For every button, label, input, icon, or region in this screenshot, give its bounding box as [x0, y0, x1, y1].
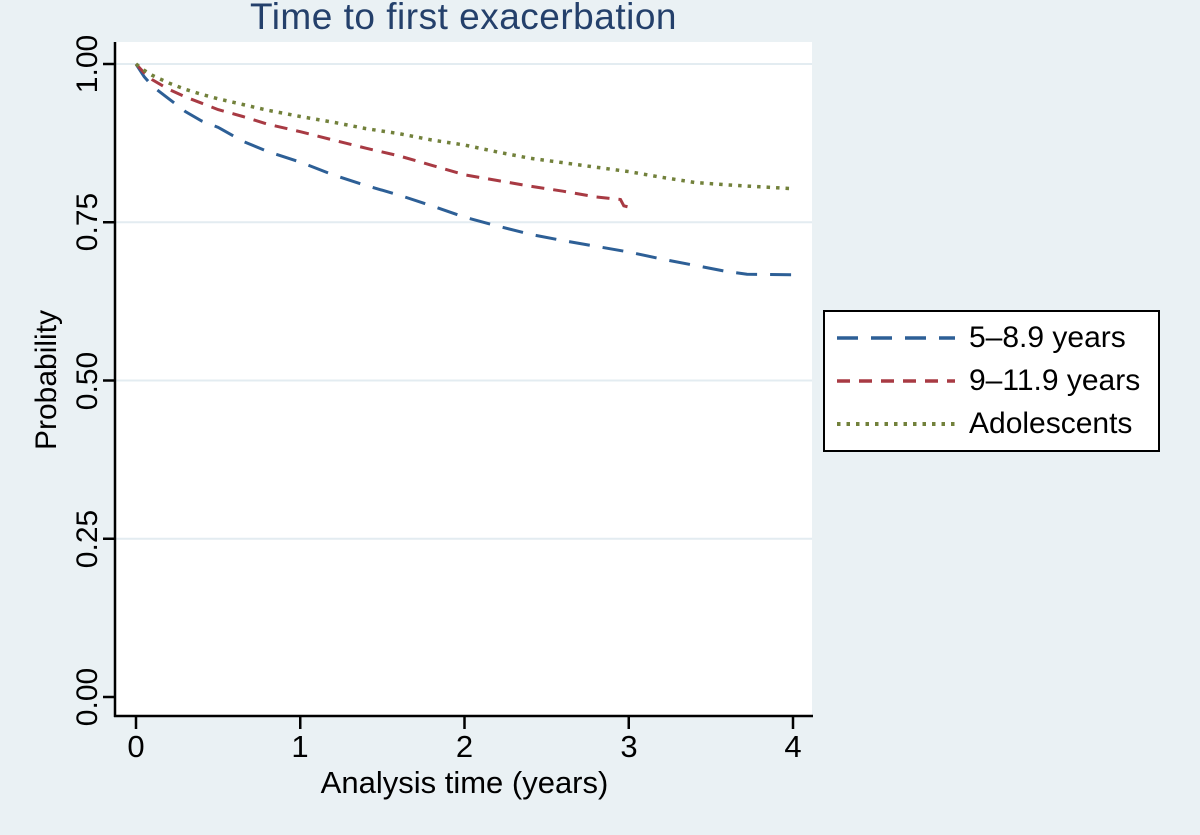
y-tick-label-0.50: 0.50: [71, 351, 104, 411]
legend-label: Adolescents: [969, 407, 1133, 440]
x-tick-label-2: 2: [455, 729, 474, 764]
x-axis-title: Analysis time (years): [320, 765, 609, 800]
legend-row-adolescents: Adolescents: [825, 407, 1158, 441]
survival-curve-2: [134, 62, 630, 209]
x-tick-label-4: 4: [784, 729, 802, 764]
legend-box: 5–8.9 years 9–11.9 years Adolescents: [823, 310, 1160, 452]
y-tick-label-0.25: 0.25: [71, 509, 104, 569]
x-tick-label-0: 0: [127, 729, 145, 764]
y-tick-label-1.00: 1.00: [71, 34, 104, 94]
legend-row-5-8.9-years: 5–8.9 years: [825, 321, 1158, 355]
legend-row-9-11.9-years: 9–11.9 years: [825, 364, 1158, 398]
legend-line-sample-blue: [837, 336, 955, 340]
x-tick-label-1: 1: [291, 729, 309, 764]
y-tick-label-0.00: 0.00: [71, 667, 104, 727]
legend-label: 5–8.9 years: [969, 321, 1126, 354]
legend-line-sample-green: [837, 422, 955, 426]
y-tick-label-0.75: 0.75: [71, 192, 104, 252]
chart-title: Time to first exacerbation: [249, 0, 677, 37]
legend-line-sample-red: [837, 379, 955, 383]
survival-curve-1: [134, 63, 794, 277]
plot-area: [116, 42, 812, 715]
legend-label: 9–11.9 years: [969, 364, 1141, 397]
y-axis-title: Probability: [30, 309, 63, 451]
x-tick-label-3: 3: [620, 729, 638, 764]
